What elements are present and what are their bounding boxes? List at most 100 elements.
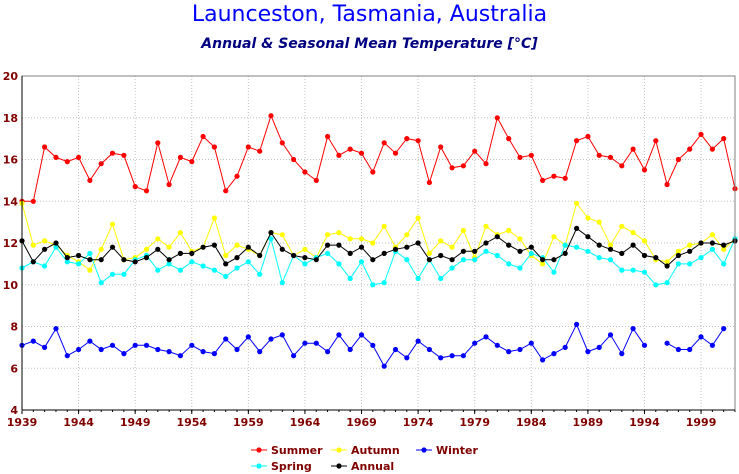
legend-item-spring: Spring (251, 460, 312, 473)
y-tick-label: 16 (3, 154, 19, 167)
legend-label-autumn: Autumn (351, 444, 400, 457)
data-point-summer (42, 144, 48, 150)
data-point-spring (336, 261, 342, 267)
data-point-annual (460, 248, 466, 254)
data-point-spring (234, 265, 240, 271)
x-tick-label: 1944 (63, 416, 94, 429)
data-point-autumn (325, 232, 331, 238)
data-point-annual (347, 250, 353, 256)
data-point-winter (42, 344, 48, 350)
data-point-summer (76, 154, 82, 160)
data-point-spring (121, 271, 127, 277)
data-point-annual (698, 240, 704, 246)
series-layer (19, 113, 738, 369)
data-point-spring (302, 261, 308, 267)
data-point-autumn (630, 230, 636, 236)
data-point-winter (585, 349, 591, 355)
data-point-spring (347, 275, 353, 282)
data-point-spring (370, 282, 376, 288)
data-point-winter (155, 346, 161, 353)
data-point-spring (381, 280, 387, 286)
data-point-winter (540, 357, 546, 363)
data-point-annual (166, 257, 172, 263)
data-point-winter (449, 353, 455, 359)
data-point-winter (64, 353, 70, 359)
legend-marker-summer (256, 447, 262, 453)
legend-marker-autumn (336, 447, 342, 453)
data-point-winter (223, 336, 229, 342)
data-point-winter (438, 355, 444, 361)
data-point-summer (121, 152, 127, 158)
data-point-winter (177, 353, 183, 359)
data-point-winter (336, 332, 342, 338)
data-point-winter (358, 332, 365, 338)
data-point-annual (358, 244, 365, 250)
data-point-summer (223, 188, 229, 194)
data-point-summer (358, 150, 365, 156)
data-point-summer (415, 138, 421, 144)
data-point-winter (574, 321, 580, 327)
data-point-spring (177, 267, 183, 273)
data-point-spring (358, 259, 365, 265)
data-point-autumn (30, 242, 36, 248)
series-spring (19, 236, 738, 288)
data-point-annual (189, 250, 195, 256)
data-point-winter (709, 342, 716, 348)
data-point-autumn (675, 248, 682, 254)
data-point-winter (675, 346, 682, 353)
data-point-spring (257, 271, 263, 277)
data-point-spring (494, 252, 500, 259)
data-point-autumn (607, 242, 614, 248)
data-point-summer (234, 173, 240, 179)
data-point-spring (517, 265, 523, 271)
y-tick-label: 8 (10, 321, 18, 334)
data-point-annual (200, 244, 206, 250)
data-point-annual (234, 255, 240, 261)
data-point-winter (166, 349, 172, 355)
data-point-annual (415, 240, 421, 246)
data-point-winter (325, 349, 331, 355)
data-point-annual (381, 250, 387, 256)
data-point-winter (551, 351, 557, 357)
data-point-annual (641, 252, 648, 259)
data-point-spring (449, 265, 455, 271)
data-point-summer (189, 159, 195, 165)
data-point-annual (540, 257, 546, 263)
data-point-spring (268, 236, 274, 242)
data-point-spring (472, 257, 478, 263)
x-tick-label: 1959 (233, 416, 264, 429)
data-point-summer (483, 161, 489, 167)
data-point-winter (211, 351, 217, 357)
data-point-annual (687, 248, 693, 254)
data-point-winter (721, 326, 727, 332)
data-point-winter (392, 346, 399, 353)
data-point-autumn (404, 232, 410, 238)
chart-title: Launceston, Tasmania, Australia (191, 2, 548, 27)
data-point-summer (619, 163, 625, 169)
data-point-winter (279, 332, 285, 338)
data-point-spring (607, 257, 614, 263)
data-point-spring (53, 244, 59, 250)
data-point-autumn (596, 219, 602, 225)
data-point-annual (506, 242, 512, 248)
series-autumn (19, 200, 738, 273)
data-point-annual (426, 257, 432, 263)
data-point-annual (87, 257, 93, 263)
data-point-autumn (426, 250, 432, 256)
data-point-winter (245, 334, 251, 340)
legend-item-summer: Summer (251, 444, 323, 457)
series-annual (19, 225, 738, 269)
data-point-annual (268, 230, 274, 236)
data-point-summer (381, 140, 387, 146)
data-point-spring (211, 267, 217, 273)
data-point-autumn (709, 232, 716, 238)
data-point-autumn (87, 267, 93, 273)
data-point-autumn (370, 240, 376, 246)
data-point-summer (574, 138, 580, 144)
data-point-annual (630, 242, 636, 248)
data-point-summer (313, 177, 319, 183)
data-point-annual (76, 252, 82, 259)
data-point-winter (381, 363, 387, 369)
data-point-summer (664, 181, 670, 188)
data-point-summer (438, 144, 444, 150)
